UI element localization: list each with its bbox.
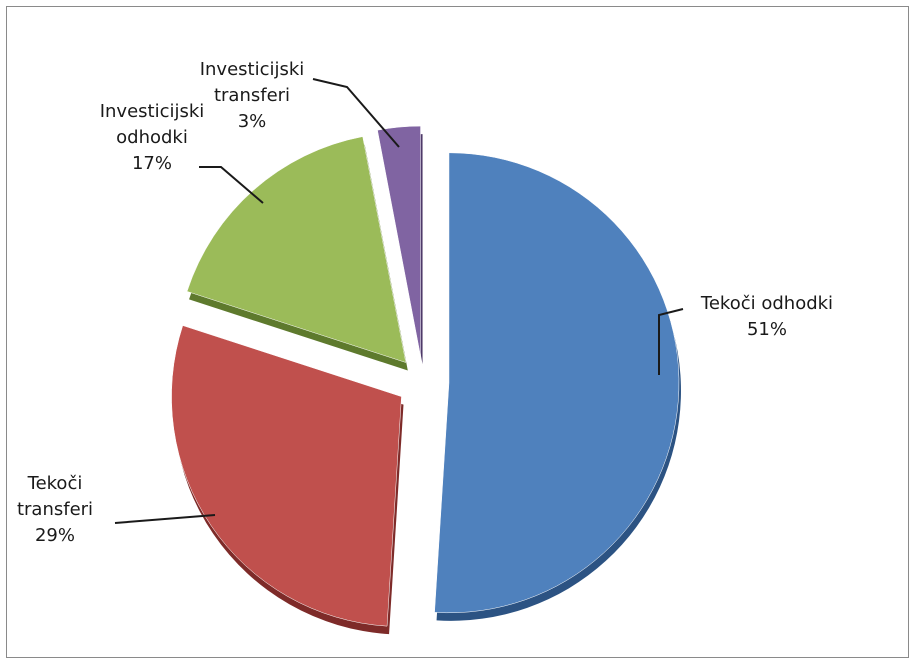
leader-line-3 xyxy=(312,78,400,148)
slice-name-label-0-0: Tekoči odhodki xyxy=(700,293,833,314)
slice-percent-label-1: 29% xyxy=(35,525,75,546)
pie-slice-3 xyxy=(377,125,421,357)
pie-slice-0 xyxy=(434,152,680,614)
pie-slice-2 xyxy=(186,136,407,363)
labels-layer: Tekoči odhodki 51% Tekoči transferi 29% Inves… xyxy=(17,59,833,546)
leader-line-0 xyxy=(658,308,684,375)
slice-name-label-2-0: Investicijski xyxy=(100,101,205,122)
pie-slice-1 xyxy=(171,325,402,627)
slice-name-label-1-1: transferi xyxy=(17,499,93,520)
leader-lines-layer xyxy=(114,78,684,524)
slice-name-label-2-1: odhodki xyxy=(116,127,188,148)
leader-line-2 xyxy=(199,166,264,204)
slice-name-label-3-1: transferi xyxy=(214,85,290,106)
slice-name-label-1-0: Tekoči xyxy=(27,473,83,494)
pie-chart: Tekoči odhodki 51% Tekoči transferi 29% Inves… xyxy=(17,59,833,635)
slice-name-label-3-0: Investicijski xyxy=(200,59,305,80)
slices-layer xyxy=(171,125,681,635)
slice-percent-label-2: 17% xyxy=(132,153,172,174)
slice-percent-label-0: 51% xyxy=(747,319,787,340)
slice-percent-label-3: 3% xyxy=(238,111,267,132)
chart-frame: Tekoči odhodki 51% Tekoči transferi 29% Inves… xyxy=(6,6,909,658)
leader-line-1 xyxy=(114,514,216,524)
